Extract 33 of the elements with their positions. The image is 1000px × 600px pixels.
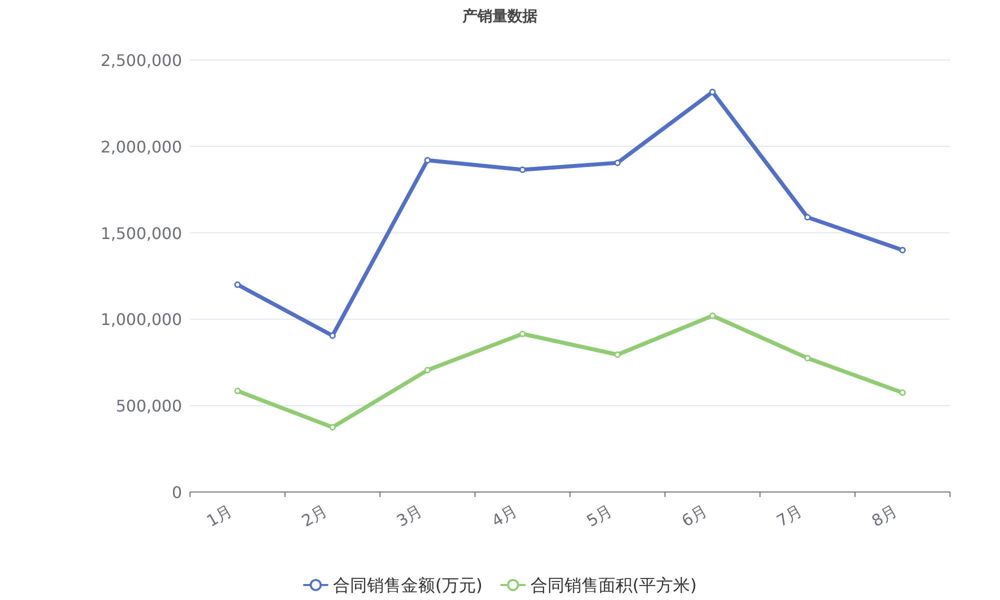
- y-tick-label: 2,000,000: [100, 137, 182, 156]
- x-tick-label: 7月: [773, 501, 806, 531]
- point: [899, 246, 906, 254]
- point: [804, 214, 811, 220]
- x-tick-label: 5月: [583, 501, 616, 531]
- y-tick-label: 1,500,000: [100, 224, 182, 243]
- x-tick-label: 6月: [678, 501, 710, 531]
- x-tick-label: 1月: [203, 501, 236, 531]
- x-tick-label: 3月: [393, 501, 426, 531]
- point: [329, 332, 336, 339]
- point: [899, 389, 906, 396]
- point: [614, 351, 621, 358]
- x-tick-label: 4月: [488, 501, 520, 531]
- point: [234, 388, 241, 394]
- x-tick-label: 2月: [298, 501, 330, 531]
- y-tick-label: 500,000: [116, 396, 182, 416]
- point: [424, 156, 431, 164]
- point: [614, 160, 621, 166]
- point: [709, 88, 716, 96]
- point: [234, 281, 241, 288]
- y-tick-label: 2,500,000: [100, 51, 182, 70]
- point: [329, 424, 336, 430]
- point: [804, 354, 811, 362]
- y-tick-label: 1,000,000: [100, 310, 182, 330]
- legend-label: 合同销售面积(平方米): [530, 576, 697, 596]
- y-tick-label: 0: [172, 483, 182, 502]
- point: [519, 166, 526, 173]
- legend-label: 合同销售金额(万元): [333, 576, 482, 596]
- point: [424, 366, 431, 374]
- chart-title: 产销量数据: [462, 7, 538, 25]
- point: [709, 312, 716, 319]
- x-tick-label: 8月: [868, 501, 900, 531]
- point: [519, 330, 526, 338]
